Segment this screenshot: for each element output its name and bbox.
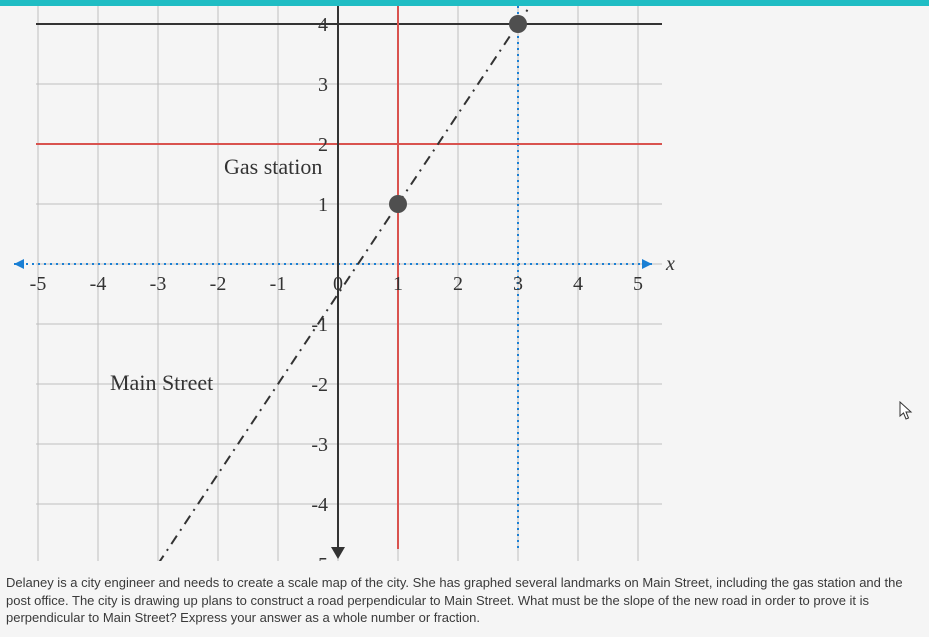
gas-station-point xyxy=(389,195,407,213)
y-tick-label: -2 xyxy=(311,374,328,396)
y-tick-label: -4 xyxy=(311,494,328,516)
y-tick-label: -5 xyxy=(311,554,328,561)
x-tick-label: 3 xyxy=(513,273,523,295)
x-tick-label: 0 xyxy=(333,273,343,295)
x-tick-label: -1 xyxy=(270,273,287,295)
post-office-point xyxy=(509,15,527,33)
post-office-label: Post office xyxy=(356,6,450,8)
mouse-cursor-icon xyxy=(899,401,915,421)
x-tick-label: 2 xyxy=(453,273,463,295)
gas-station-label: Gas station xyxy=(224,154,322,179)
y-tick-label: 4 xyxy=(318,14,328,36)
x-tick-label: 1 xyxy=(393,273,403,295)
arrow-left-icon xyxy=(14,259,24,269)
x-tick-label: -4 xyxy=(90,273,107,295)
x-tick-label: 5 xyxy=(633,273,643,295)
coordinate-graph: -5-4-3-2-1012345-5-4-3-2-11234xGas stati… xyxy=(8,6,680,561)
x-tick-label: -2 xyxy=(210,273,227,295)
y-tick-label: -3 xyxy=(311,434,328,456)
arrow-down-icon xyxy=(331,547,345,559)
arrow-right-icon xyxy=(642,259,652,269)
x-axis-label: x xyxy=(665,253,675,275)
y-tick-label: 3 xyxy=(318,74,328,96)
main-street-label: Main Street xyxy=(110,370,213,395)
x-tick-label: 4 xyxy=(573,273,583,295)
x-tick-label: -5 xyxy=(30,273,47,295)
y-tick-label: -1 xyxy=(311,314,328,336)
y-tick-label: 2 xyxy=(318,134,328,156)
question-prompt: Delaney is a city engineer and needs to … xyxy=(6,574,906,627)
y-tick-label: 1 xyxy=(318,194,328,216)
x-tick-label: -3 xyxy=(150,273,167,295)
